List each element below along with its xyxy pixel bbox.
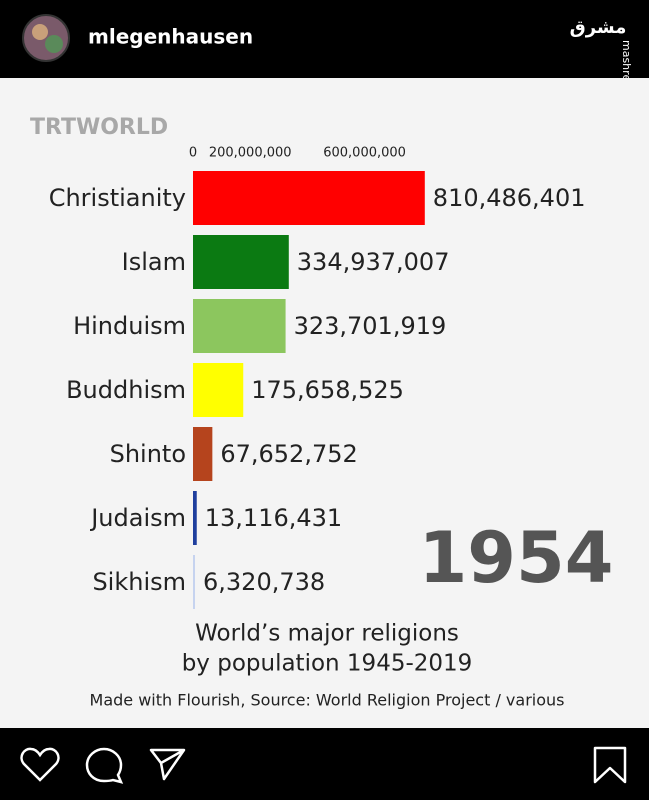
bar (193, 299, 286, 353)
category-label: Buddhism (66, 376, 186, 404)
bar (193, 171, 425, 225)
value-label: 175,658,525 (251, 376, 404, 404)
save-icon[interactable] (593, 746, 627, 784)
value-label: 6,320,738 (203, 568, 325, 596)
chart: TRTWORLD 0 200,000,000 600,000,000 Christian… (30, 115, 613, 710)
source: Made with Flourish, Source: World Religi… (90, 691, 565, 710)
avatar-detail (32, 24, 48, 40)
value-label: 810,486,401 (433, 184, 586, 212)
brand: TRTWORLD (30, 115, 168, 140)
bar (193, 427, 213, 481)
bar (193, 555, 195, 609)
avatar[interactable] (22, 14, 70, 62)
chart-title: by population 1945-2019 (182, 651, 473, 677)
category-label: Judaism (89, 504, 186, 532)
share-icon[interactable] (149, 748, 186, 781)
chart-title: World’s major religions (195, 621, 459, 647)
logo: مشرق (570, 17, 627, 38)
x-tick-label: 200,000,000 (209, 146, 292, 161)
comment-icon[interactable] (85, 747, 124, 784)
year: 1954 (419, 517, 614, 599)
bar (193, 363, 244, 417)
bottom-bar (0, 728, 649, 800)
username[interactable]: mlegenhausen (88, 25, 253, 49)
category-label: Shinto (110, 440, 186, 468)
category-label: Islam (122, 248, 186, 276)
x-tick-label: 0 (189, 146, 197, 161)
like-icon[interactable] (20, 747, 60, 782)
x-tick-label: 600,000,000 (323, 146, 406, 161)
avatar-detail (45, 35, 63, 53)
value-label: 67,652,752 (220, 440, 357, 468)
bar (193, 235, 289, 289)
category-label: Christianity (49, 184, 186, 212)
value-label: 13,116,431 (205, 504, 342, 532)
bar (193, 491, 197, 545)
top-bar (0, 0, 649, 78)
value-label: 334,937,007 (297, 248, 450, 276)
value-label: 323,701,919 (294, 312, 447, 340)
category-label: Hinduism (73, 312, 186, 340)
category-label: Sikhism (92, 568, 186, 596)
